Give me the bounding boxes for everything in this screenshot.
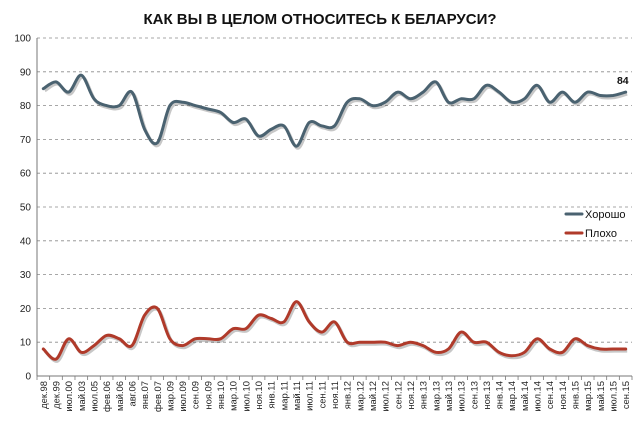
x-tick-label: мар.15 [582, 381, 593, 411]
x-tick-label: май.13 [443, 381, 454, 411]
x-tick-label: мар.09 [164, 381, 175, 411]
y-tick-label: 90 [20, 67, 32, 78]
series-plokho-shadow [43, 302, 628, 363]
x-tick-label: июл.15 [608, 381, 619, 412]
x-tick-label: ноя.09 [202, 381, 213, 410]
x-tick-label: авг.06 [126, 381, 137, 407]
x-tick-label: сен.14 [544, 381, 555, 409]
x-tick-label: май.11 [291, 381, 302, 410]
legend-item-khorosho-label: Хорошо [585, 209, 626, 221]
series-khorosho-line [41, 73, 628, 148]
x-tick-label: май.15 [595, 381, 606, 411]
y-tick-label: 30 [20, 270, 32, 281]
x-tick-label: янв.11 [266, 381, 277, 409]
x-tick-label: май.03 [76, 381, 87, 411]
x-tick-label: янв.10 [215, 381, 226, 409]
x-tick-label: ноя.12 [405, 381, 416, 410]
x-tick-label: июл.05 [88, 381, 99, 412]
grid-lines [37, 37, 632, 343]
x-tick-label: сен.15 [620, 381, 631, 409]
x-tick-label: мар.10 [228, 381, 239, 411]
x-tick-label: май.06 [114, 381, 125, 411]
x-tick-label: июл.11 [304, 381, 315, 411]
x-tick-label: июл.10 [240, 381, 251, 412]
x-tick-label: июл.12 [380, 381, 391, 412]
x-tick-label: ноя.14 [557, 381, 568, 410]
series-plokho-line [41, 300, 628, 361]
chart-title: КАК ВЫ В ЦЕЛОМ ОТНОСИТЕСЬ К БЕЛАРУСИ? [143, 11, 497, 28]
x-tick-label: мар.12 [354, 381, 365, 411]
legend-item-plokho-label: Плохо [585, 228, 617, 240]
y-tick-label: 20 [20, 304, 32, 315]
y-tick-label: 10 [20, 338, 32, 349]
legend: Хорошо Плохо [564, 209, 626, 240]
x-tick-label: мар.11 [278, 381, 289, 410]
x-tick-label: янв.07 [139, 381, 150, 409]
x-tick-label: ноя.10 [253, 381, 264, 410]
x-tick-label: мар.13 [430, 381, 441, 411]
x-tick-label: дек.98 [38, 381, 49, 409]
x-axis: дек.98 дек.99 июл.00 май.03 июл.05 фев.06 май.… [36, 375, 633, 412]
x-tick-label: янв.13 [418, 381, 429, 409]
y-tick-label: 100 [14, 34, 31, 45]
y-axis: 0 10 20 30 40 50 60 70 80 90 100 [14, 34, 38, 383]
x-tick-label: мар.14 [506, 381, 517, 411]
x-tick-label: июл.00 [63, 381, 74, 412]
y-tick-label: 80 [20, 101, 32, 112]
x-tick-label: янв.14 [494, 381, 505, 409]
x-tick-label: сен.09 [190, 381, 201, 409]
x-tick-label: май.12 [367, 381, 378, 411]
x-tick-label: фев.06 [101, 381, 112, 412]
series-lines: 84 [41, 73, 629, 363]
y-tick-label: 0 [25, 372, 31, 383]
x-tick-label: июл.09 [177, 381, 188, 412]
x-tick-label: июл.14 [532, 381, 543, 412]
x-tick-label: янв.12 [342, 381, 353, 409]
y-tick-label: 70 [20, 135, 32, 146]
x-tick-label: сен.12 [392, 381, 403, 409]
y-tick-label: 50 [20, 203, 32, 214]
x-tick-label: сен.11 [316, 381, 327, 408]
x-tick-label: июл.13 [456, 381, 467, 412]
series-khorosho-end-label: 84 [617, 75, 629, 87]
x-tick-label: ноя.11 [329, 381, 340, 409]
y-tick-label: 60 [20, 169, 32, 180]
x-tick-label: янв.15 [570, 381, 581, 409]
x-tick-label: ноя.13 [481, 381, 492, 410]
x-tick-label: дек.99 [50, 381, 61, 409]
y-tick-label: 40 [20, 236, 32, 247]
x-tick-label: май.14 [519, 381, 530, 411]
x-tick-label: фев.07 [152, 381, 163, 412]
x-tick-label: сен.13 [468, 381, 479, 409]
